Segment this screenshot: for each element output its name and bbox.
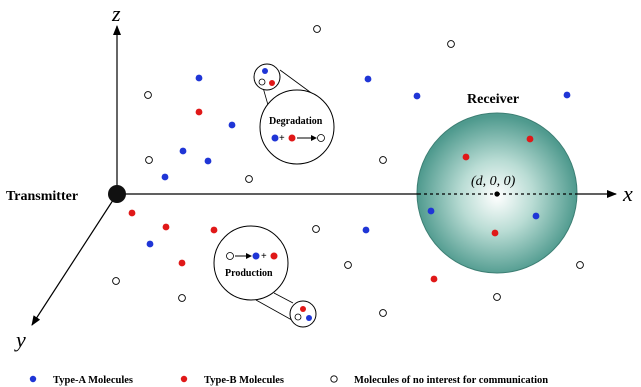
type-a-molecule [362, 226, 370, 234]
neutral-molecule [112, 277, 120, 285]
neutral-molecule [145, 156, 153, 164]
type-b-molecule [128, 209, 136, 217]
z-axis-label: z [111, 1, 121, 26]
neutral-molecules [112, 25, 584, 317]
neutral-molecule [312, 225, 320, 233]
type-a-molecule [204, 157, 212, 165]
degradation-reactant-a [271, 134, 279, 142]
degradation-label: Degradation [269, 116, 323, 127]
neutral-molecule [313, 25, 321, 33]
neutral-molecule [178, 294, 186, 302]
legend-none-swatch [330, 375, 338, 383]
neutral-molecule [379, 309, 387, 317]
type-a-molecule [195, 74, 203, 82]
neutral-molecule [245, 175, 253, 183]
degradation-small-a [262, 68, 268, 74]
degradation-small-b [269, 80, 275, 86]
production-big-circle [213, 225, 289, 301]
legend-type-b-label: Type-B Molecules [204, 375, 284, 386]
type-a-molecule [161, 173, 169, 181]
production-small-b [300, 306, 306, 312]
type-b-molecule [462, 153, 470, 161]
type-a-molecule [228, 121, 236, 129]
neutral-molecule [576, 261, 584, 269]
type-a-molecule [563, 91, 571, 99]
type-a-molecules [146, 74, 571, 248]
type-b-molecule [195, 108, 203, 116]
production-product-a [252, 252, 260, 260]
production-callout: + Production [213, 225, 317, 328]
receiver-coordinate: (d, 0, 0) [471, 174, 516, 189]
neutral-molecule [493, 293, 501, 301]
neutral-molecule [144, 91, 152, 99]
type-b-molecule [526, 135, 534, 143]
neutral-molecule [344, 261, 352, 269]
x-axis-label: x [622, 181, 633, 206]
legend-type-a-label: Type-A Molecules [53, 375, 133, 386]
type-b-molecules [128, 108, 534, 283]
neutral-molecule [447, 40, 455, 48]
type-b-molecule [162, 223, 170, 231]
type-b-molecule [210, 226, 218, 234]
degradation-small-circle [253, 63, 281, 91]
type-b-molecule [430, 275, 438, 283]
degradation-callout: Degradation + [253, 63, 335, 165]
production-small-circle [289, 300, 317, 328]
type-a-molecule [179, 147, 187, 155]
production-plus: + [261, 251, 267, 262]
degradation-big-circle [259, 89, 335, 165]
production-product-b [270, 252, 278, 260]
type-a-molecule [146, 240, 154, 248]
production-reactant [226, 252, 234, 260]
degradation-small-none [258, 78, 266, 86]
degradation-product [317, 134, 325, 142]
y-axis [31, 193, 118, 326]
legend-type-a-swatch [29, 375, 37, 383]
transmitter-point [108, 185, 126, 203]
y-axis-label: y [14, 327, 26, 352]
production-small-a [306, 315, 312, 321]
legend-type-b-swatch [180, 375, 188, 383]
receiver-label: Receiver [467, 92, 519, 107]
legend: Type-A Molecules Type-B Molecules Molecu… [29, 375, 548, 386]
receiver-center-point [494, 191, 500, 197]
type-a-molecule [364, 75, 372, 83]
production-label: Production [225, 268, 273, 279]
degradation-reactant-b [288, 134, 296, 142]
type-a-molecule [413, 92, 421, 100]
degradation-plus: + [279, 133, 285, 144]
neutral-molecule [379, 156, 387, 164]
legend-none-label: Molecules of no interest for communicati… [354, 375, 548, 386]
type-b-molecule [491, 229, 499, 237]
type-a-molecule [427, 207, 435, 215]
transmitter-label: Transmitter [6, 189, 78, 204]
production-small-none [294, 313, 302, 321]
type-b-molecule [178, 259, 186, 267]
type-a-molecule [532, 212, 540, 220]
